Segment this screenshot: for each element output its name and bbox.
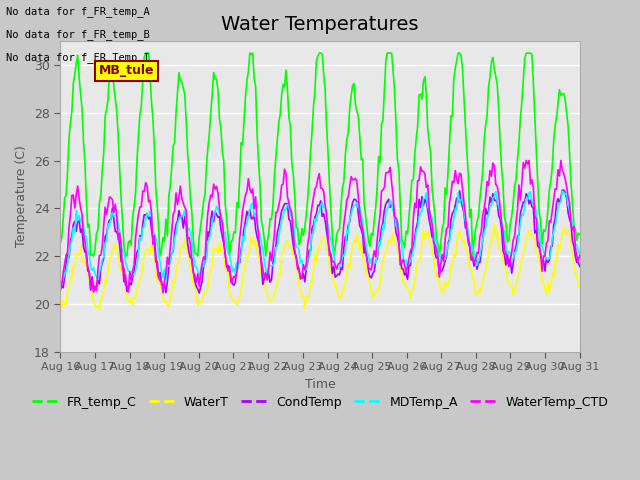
- FR_temp_C: [122, 253, 129, 259]
- WaterTemp_CTD: [576, 252, 584, 258]
- WaterTemp_CTD: [230, 273, 237, 279]
- WaterTemp_CTD: [522, 157, 530, 163]
- Title: Water Temperatures: Water Temperatures: [221, 15, 419, 34]
- FR_temp_C: [576, 232, 584, 238]
- WaterTemp_CTD: [550, 196, 557, 202]
- Legend: FR_temp_C, WaterT, CondTemp, MDTemp_A, WaterTemp_CTD: FR_temp_C, WaterT, CondTemp, MDTemp_A, W…: [27, 391, 613, 414]
- MDTemp_A: [285, 203, 292, 208]
- WaterTemp_CTD: [212, 183, 220, 189]
- CondTemp: [548, 243, 556, 249]
- WaterT: [56, 301, 64, 307]
- WaterTemp_CTD: [285, 200, 292, 206]
- Y-axis label: Temperature (C): Temperature (C): [15, 145, 28, 247]
- CondTemp: [195, 290, 203, 296]
- WaterT: [576, 280, 584, 286]
- Text: No data for f_FR_temp_B: No data for f_FR_temp_B: [6, 29, 150, 40]
- WaterT: [550, 275, 557, 281]
- CondTemp: [56, 279, 64, 285]
- MDTemp_A: [58, 281, 65, 287]
- Line: FR_temp_C: FR_temp_C: [60, 53, 580, 256]
- WaterT: [285, 242, 292, 248]
- WaterT: [95, 306, 103, 312]
- FR_temp_C: [240, 119, 248, 124]
- Text: MB_tule: MB_tule: [99, 64, 155, 77]
- WaterT: [230, 298, 237, 303]
- MDTemp_A: [230, 265, 237, 271]
- FR_temp_C: [56, 240, 64, 246]
- MDTemp_A: [239, 233, 246, 239]
- CondTemp: [120, 279, 128, 285]
- FR_temp_C: [550, 139, 557, 144]
- WaterTemp_CTD: [120, 265, 128, 271]
- MDTemp_A: [559, 188, 566, 194]
- FR_temp_C: [214, 87, 222, 93]
- CondTemp: [576, 264, 584, 269]
- CondTemp: [559, 187, 566, 193]
- CondTemp: [239, 239, 246, 245]
- FR_temp_C: [287, 122, 294, 128]
- MDTemp_A: [56, 276, 64, 282]
- MDTemp_A: [122, 258, 129, 264]
- FR_temp_C: [232, 230, 239, 236]
- WaterT: [490, 222, 498, 228]
- X-axis label: Time: Time: [305, 377, 335, 391]
- WaterTemp_CTD: [159, 290, 167, 296]
- MDTemp_A: [576, 251, 584, 257]
- CondTemp: [285, 216, 292, 222]
- Line: WaterT: WaterT: [60, 225, 580, 309]
- Text: No data for f_FR_temp_A: No data for f_FR_temp_A: [6, 6, 150, 17]
- Line: CondTemp: CondTemp: [60, 190, 580, 293]
- CondTemp: [212, 212, 220, 217]
- Text: No data for f_FR_Temp_I: No data for f_FR_Temp_I: [6, 52, 150, 63]
- CondTemp: [230, 282, 237, 288]
- WaterT: [122, 280, 129, 286]
- FR_temp_C: [142, 50, 150, 56]
- MDTemp_A: [212, 204, 220, 209]
- Line: WaterTemp_CTD: WaterTemp_CTD: [60, 160, 580, 293]
- Line: MDTemp_A: MDTemp_A: [60, 191, 580, 284]
- WaterTemp_CTD: [56, 288, 64, 294]
- WaterT: [239, 278, 246, 284]
- FR_temp_C: [90, 253, 97, 259]
- WaterTemp_CTD: [239, 207, 246, 213]
- WaterT: [212, 246, 220, 252]
- MDTemp_A: [548, 235, 556, 241]
